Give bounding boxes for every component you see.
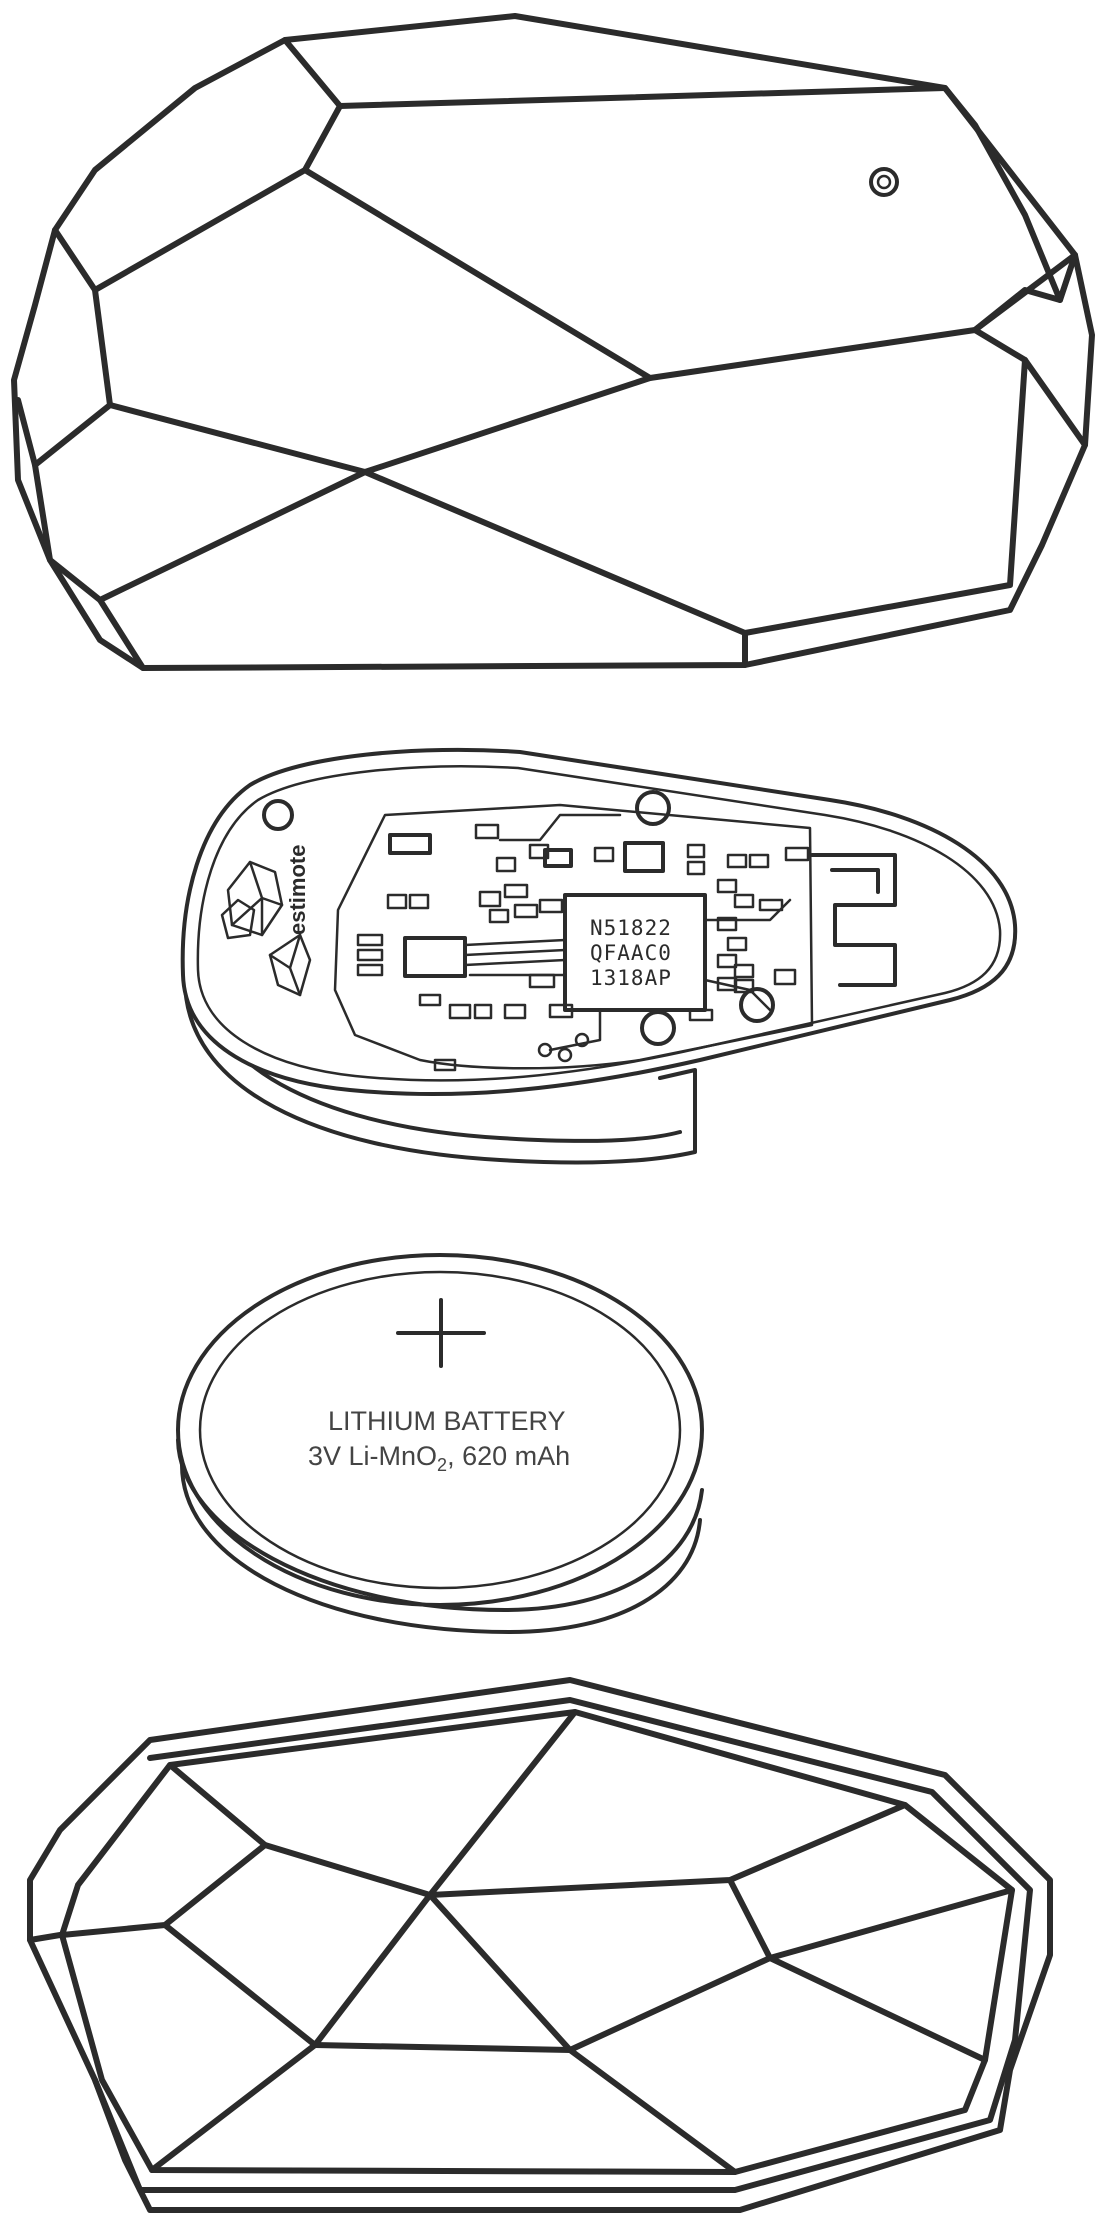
- bottom-cover: [27, 1677, 1053, 2213]
- chip-line-3: 1318AP: [590, 966, 672, 990]
- pcb-board: N51822 QFAAC0 1318AP: [180, 747, 1018, 1165]
- plus-symbol-icon: [396, 1298, 486, 1368]
- estimote-logo-icon: [220, 860, 312, 997]
- battery-label-line2: 3V Li-MnO2, 620 mAh: [308, 1441, 570, 1475]
- pcb-brand-label: estimote: [285, 845, 310, 935]
- lithium-battery: LITHIUM BATTERY 3V Li-MnO2, 620 mAh: [176, 1253, 704, 1634]
- battery-label-line1: LITHIUM BATTERY: [328, 1406, 566, 1436]
- hole-icon: [869, 167, 899, 197]
- chip-line-1: N51822: [590, 916, 672, 940]
- chip-line-2: QFAAC0: [590, 941, 672, 965]
- top-cover: [11, 13, 1095, 671]
